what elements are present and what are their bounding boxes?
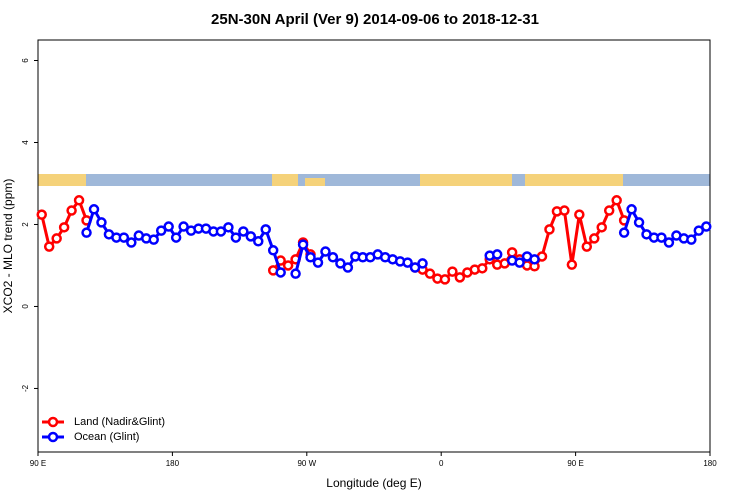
point <box>290 268 301 279</box>
map-strip <box>38 174 710 186</box>
point <box>320 246 331 257</box>
point <box>544 224 555 235</box>
point <box>215 226 227 237</box>
point <box>275 267 286 278</box>
point <box>312 257 324 268</box>
y-tick-label: 6 <box>21 58 30 63</box>
point <box>163 221 174 232</box>
chart-title: 25N-30N April (Ver 9) 2014-09-06 to 2018… <box>211 11 539 28</box>
x-axis-label: Longitude (deg E) <box>326 476 421 490</box>
point <box>589 233 600 244</box>
plot-frame <box>37 39 711 453</box>
point <box>439 274 451 285</box>
point <box>491 249 503 260</box>
point <box>424 268 436 279</box>
point <box>43 241 55 252</box>
legend-label: Land (Nadir&Glint) <box>74 416 165 428</box>
point <box>58 222 70 233</box>
point <box>335 258 346 269</box>
legend-label: Ocean (Glint) <box>74 431 139 443</box>
land-strip <box>38 174 86 186</box>
point <box>342 262 354 273</box>
point <box>253 236 264 247</box>
x-tick-label: 90 W <box>297 459 316 468</box>
point <box>126 237 137 248</box>
point <box>611 195 622 206</box>
y-tick-label: 4 <box>21 140 30 145</box>
point <box>693 225 705 236</box>
point <box>686 234 697 245</box>
point <box>454 272 466 283</box>
point <box>81 227 92 238</box>
point <box>559 205 570 216</box>
point <box>282 260 294 271</box>
point <box>245 231 257 242</box>
point <box>447 266 458 277</box>
point <box>618 227 630 238</box>
point <box>267 245 279 256</box>
land-strip <box>525 174 623 186</box>
point <box>603 205 615 216</box>
point <box>230 232 242 243</box>
y-tick-label: 2 <box>21 222 30 227</box>
land-strip <box>420 174 512 186</box>
point <box>297 239 309 250</box>
point <box>477 263 488 274</box>
point <box>663 237 675 248</box>
point <box>170 232 182 243</box>
point <box>529 254 540 265</box>
point <box>506 247 518 258</box>
y-axis-label: XCO2 - MLO trend (ppm) <box>1 179 15 314</box>
legend-marker <box>47 431 59 443</box>
point <box>73 195 85 206</box>
legend-marker <box>47 416 59 428</box>
point <box>327 252 339 263</box>
x-tick-label: 0 <box>439 459 444 468</box>
point <box>118 232 130 243</box>
point <box>223 222 234 233</box>
point <box>305 252 316 263</box>
point <box>155 225 167 236</box>
point <box>581 241 593 252</box>
point <box>402 257 413 268</box>
x-tick-label: 90 E <box>567 459 583 468</box>
point <box>238 226 249 237</box>
point <box>566 259 578 270</box>
point <box>51 233 62 244</box>
x-tick-label: 180 <box>703 459 717 468</box>
point <box>36 209 47 220</box>
x-tick-label: 90 E <box>30 459 46 468</box>
point <box>260 224 271 235</box>
y-tick-label: 0 <box>21 304 30 309</box>
land-strip <box>272 174 298 186</box>
land-strip <box>305 178 325 186</box>
point <box>596 222 607 233</box>
point <box>66 205 77 216</box>
point <box>148 234 159 245</box>
point <box>626 204 637 215</box>
point <box>656 232 667 243</box>
point <box>409 262 421 273</box>
point <box>96 217 107 228</box>
y-tick-label: -2 <box>21 384 30 392</box>
point <box>574 209 585 220</box>
point <box>633 217 645 228</box>
point <box>417 258 428 269</box>
point <box>701 221 712 232</box>
point <box>514 257 525 268</box>
point <box>178 221 189 232</box>
x-tick-label: 180 <box>166 459 180 468</box>
point <box>88 204 100 215</box>
